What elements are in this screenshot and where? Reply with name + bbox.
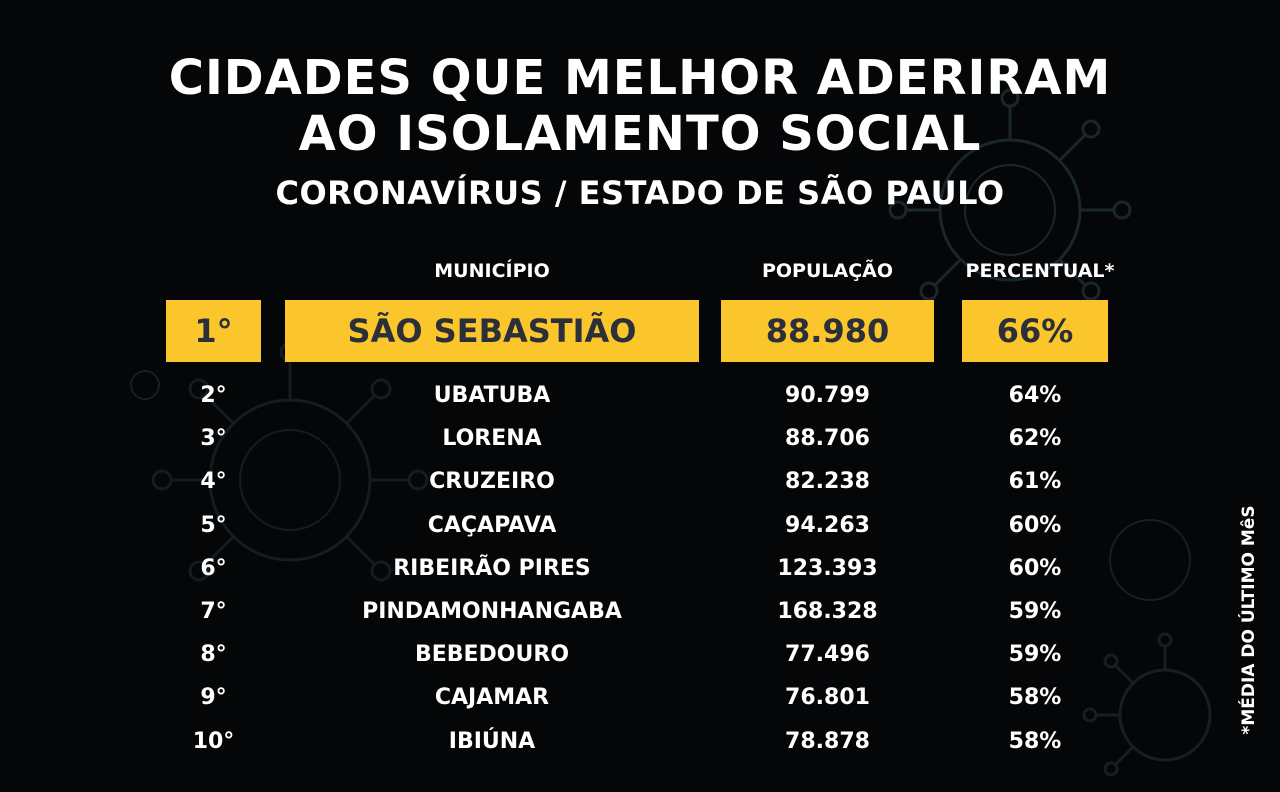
highlight-populacao: 88.980 xyxy=(721,300,934,362)
populacao-cell: 82.238 xyxy=(785,469,870,495)
rank-cell: 7° xyxy=(200,598,227,624)
percentual-cell: 61% xyxy=(1008,469,1062,495)
highlight-municipio: SÃO SEBASTIÃO xyxy=(285,300,699,362)
title-line-2: AO ISOLAMENTO SOCIAL xyxy=(298,106,982,162)
rank-cell: 4° xyxy=(200,469,227,495)
municipio-cell: CAJAMAR xyxy=(434,685,550,711)
highlight-rank: 1° xyxy=(166,300,261,362)
rank-cell: 10° xyxy=(192,728,235,754)
percentual-cell: 58% xyxy=(1008,728,1062,754)
populacao-cell: 94.263 xyxy=(785,512,870,538)
table-row: 10° IBIÚNA 78.878 58% xyxy=(0,722,1280,765)
populacao-cell: 76.801 xyxy=(785,685,870,711)
percentual-cell: 64% xyxy=(1008,383,1062,408)
populacao-cell: 77.496 xyxy=(785,642,870,668)
table-row: 4° CRUZEIRO 82.238 61% xyxy=(0,462,1280,505)
percentual-cell: 60% xyxy=(1008,555,1062,581)
rank-cell: 8° xyxy=(200,642,227,668)
populacao-cell: 123.393 xyxy=(777,555,878,581)
percentual-cell: 59% xyxy=(1008,598,1062,624)
table-row: 2° UBATUBA 90.799 64% xyxy=(0,376,1280,419)
subtitle: CORONAVÍRUS / ESTADO DE SÃO PAULO xyxy=(275,174,1005,212)
populacao-cell: 88.706 xyxy=(785,426,870,452)
populacao-cell: 168.328 xyxy=(777,598,878,624)
footnote: *MÉDIA DO ÚLTIMO MêS xyxy=(1239,505,1259,735)
municipio-cell: IBIÚNA xyxy=(448,728,536,754)
percentual-cell: 60% xyxy=(1008,512,1062,538)
municipio-cell: CAÇAPAVA xyxy=(427,512,557,538)
table-row: 5° CAÇAPAVA 94.263 60% xyxy=(0,506,1280,549)
rank-cell: 5° xyxy=(200,512,227,538)
municipio-cell: PINDAMONHANGABA xyxy=(362,598,622,624)
table-row: 9° CAJAMAR 76.801 58% xyxy=(0,678,1280,721)
percentual-cell: 62% xyxy=(1008,426,1062,452)
table-row: 8° BEBEDOURO 77.496 59% xyxy=(0,635,1280,678)
percentual-cell: 58% xyxy=(1008,685,1062,711)
column-header-populacao: POPULAÇÃO xyxy=(761,260,894,282)
rank-cell: 2° xyxy=(200,383,227,408)
table-row: 6° RIBEIRÃO PIRES 123.393 60% xyxy=(0,549,1280,592)
title-line-1: CIDADES QUE MELHOR ADERIRAM xyxy=(168,50,1112,106)
municipio-cell: BEBEDOURO xyxy=(414,642,570,668)
rank-cell: 3° xyxy=(200,426,227,452)
column-header-percentual: PERCENTUAL* xyxy=(965,260,1115,282)
column-header-municipio: MUNICÍPIO xyxy=(434,260,550,282)
municipio-cell: RIBEIRÃO PIRES xyxy=(393,555,591,581)
populacao-cell: 78.878 xyxy=(785,728,870,754)
rank-cell: 9° xyxy=(200,685,227,711)
municipio-cell: LORENA xyxy=(442,426,542,452)
populacao-cell: 90.799 xyxy=(785,383,870,408)
table-row: 3° LORENA 88.706 62% xyxy=(0,419,1280,462)
municipio-cell: CRUZEIRO xyxy=(429,469,555,495)
table-row: 7° PINDAMONHANGABA 168.328 59% xyxy=(0,592,1280,635)
ranking-rows: 2° UBATUBA 90.799 64% 3° LORENA 88.706 6… xyxy=(0,376,1280,765)
rank-cell: 6° xyxy=(200,555,227,581)
highlight-percentual: 66% xyxy=(962,300,1108,362)
percentual-cell: 59% xyxy=(1008,642,1062,668)
municipio-cell: UBATUBA xyxy=(433,383,551,408)
